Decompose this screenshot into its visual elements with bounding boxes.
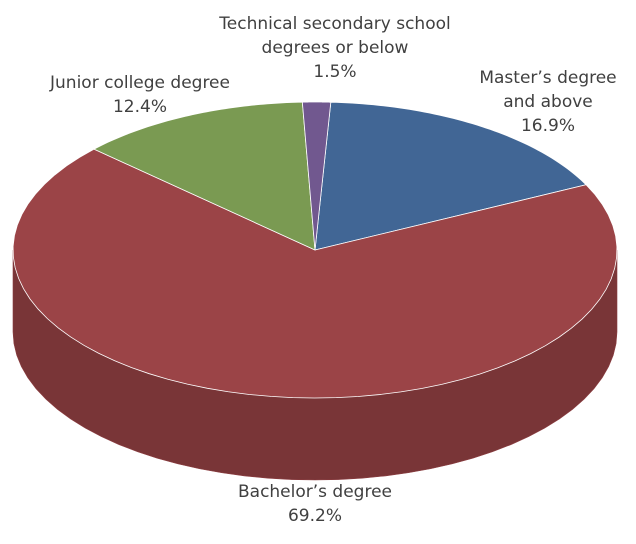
slice-label: Junior college degree 12.4% bbox=[20, 71, 260, 119]
slice-label: Master’s degree and above 16.9% bbox=[463, 66, 633, 138]
value-label: 12.4% bbox=[112, 97, 167, 117]
value-label: 1.5% bbox=[313, 62, 357, 82]
category-label: Master’s degree and above bbox=[479, 68, 617, 112]
slice bbox=[301, 101, 332, 251]
slice bbox=[12, 148, 618, 399]
slice bbox=[93, 101, 316, 251]
slice bbox=[314, 101, 587, 251]
slice-label: Technical secondary school degrees or be… bbox=[190, 12, 480, 84]
category-label: Technical secondary school degrees or be… bbox=[219, 14, 451, 58]
slice-label: Bachelor’s degree 69.2% bbox=[205, 480, 425, 528]
value-label: 69.2% bbox=[287, 506, 342, 526]
category-label: Junior college degree bbox=[50, 73, 230, 93]
category-label: Bachelor’s degree bbox=[237, 482, 392, 502]
value-label: 16.9% bbox=[520, 116, 575, 136]
